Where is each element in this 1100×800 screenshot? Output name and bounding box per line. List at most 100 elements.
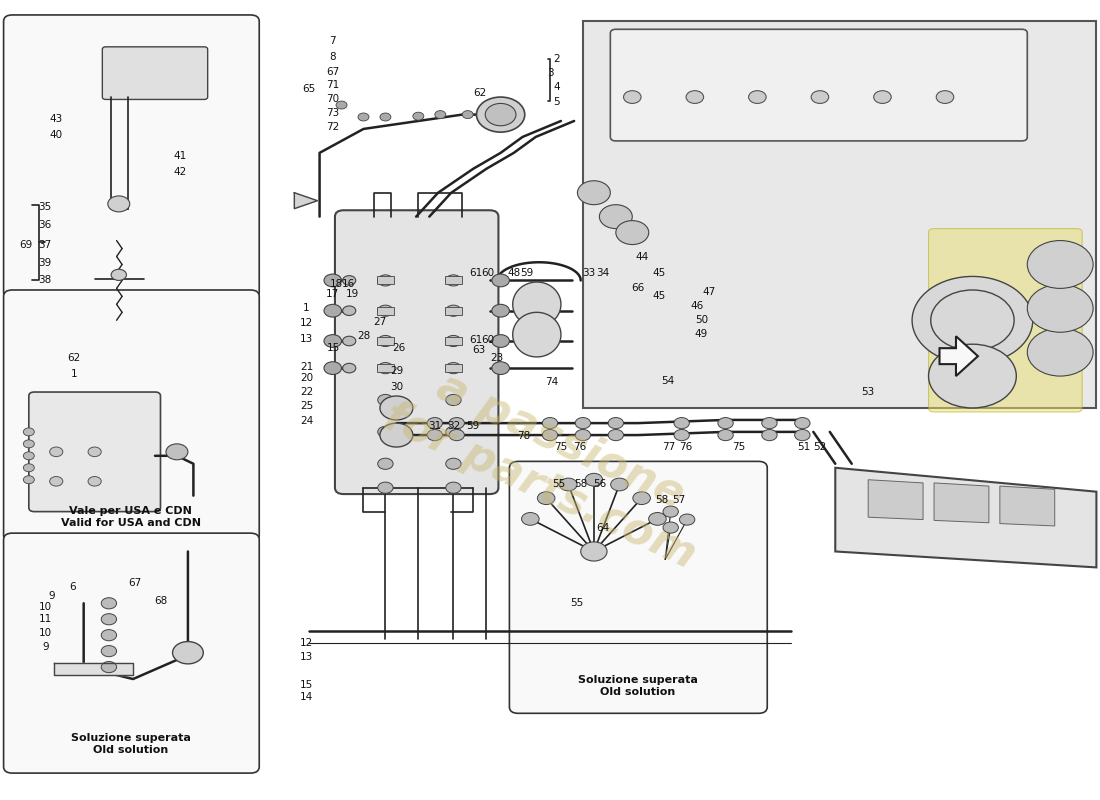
- Circle shape: [608, 430, 624, 441]
- Text: 35: 35: [39, 202, 52, 212]
- Circle shape: [101, 614, 117, 625]
- Text: 15: 15: [300, 680, 313, 690]
- Bar: [444, 364, 462, 372]
- Text: 61: 61: [469, 268, 482, 278]
- Text: 43: 43: [50, 114, 63, 124]
- Circle shape: [324, 274, 341, 286]
- Text: 48: 48: [507, 268, 520, 278]
- Text: 53: 53: [861, 387, 875, 397]
- Text: 70: 70: [327, 94, 339, 105]
- Text: 22: 22: [300, 387, 313, 397]
- Circle shape: [600, 205, 632, 229]
- Text: 40: 40: [50, 130, 63, 140]
- Text: 38: 38: [39, 274, 52, 285]
- Text: 36: 36: [39, 220, 52, 230]
- Text: 60: 60: [481, 268, 494, 278]
- Circle shape: [427, 418, 442, 429]
- Text: 76: 76: [573, 442, 586, 452]
- Text: 6: 6: [69, 582, 76, 592]
- Circle shape: [446, 305, 461, 316]
- Circle shape: [585, 474, 603, 486]
- Text: 55: 55: [570, 598, 583, 608]
- Polygon shape: [934, 483, 989, 522]
- Text: 13: 13: [300, 334, 313, 344]
- Text: 26: 26: [392, 343, 405, 353]
- Text: 51: 51: [796, 442, 810, 452]
- Text: 52: 52: [813, 442, 826, 452]
- Circle shape: [23, 452, 34, 460]
- Circle shape: [23, 440, 34, 448]
- Text: Vale per USA e CDN
Valid for USA and CDN: Vale per USA e CDN Valid for USA and CDN: [60, 506, 201, 527]
- Circle shape: [492, 362, 509, 374]
- Circle shape: [446, 362, 461, 374]
- Circle shape: [873, 90, 891, 103]
- Text: S: S: [998, 26, 1088, 146]
- Polygon shape: [513, 282, 561, 326]
- Circle shape: [632, 492, 650, 505]
- FancyBboxPatch shape: [3, 15, 260, 298]
- Circle shape: [379, 396, 412, 420]
- Text: 10: 10: [39, 602, 52, 612]
- Text: 77: 77: [662, 442, 675, 452]
- Circle shape: [23, 476, 34, 484]
- Text: 71: 71: [326, 80, 340, 90]
- Circle shape: [377, 275, 393, 286]
- Text: 20: 20: [300, 374, 313, 383]
- Text: 27: 27: [373, 317, 386, 327]
- Text: 15: 15: [327, 343, 341, 353]
- Circle shape: [649, 513, 667, 526]
- Circle shape: [811, 90, 828, 103]
- Circle shape: [538, 492, 554, 505]
- Text: 59: 59: [466, 421, 480, 430]
- Circle shape: [50, 447, 63, 457]
- Circle shape: [101, 662, 117, 673]
- Circle shape: [50, 477, 63, 486]
- Circle shape: [23, 428, 34, 436]
- Text: 45: 45: [652, 291, 666, 302]
- Text: 44: 44: [636, 251, 649, 262]
- Bar: [444, 306, 462, 314]
- Polygon shape: [513, 312, 561, 357]
- Text: 7: 7: [329, 36, 337, 46]
- Circle shape: [718, 430, 734, 441]
- Circle shape: [542, 418, 558, 429]
- Circle shape: [324, 304, 341, 317]
- Circle shape: [342, 336, 355, 346]
- Text: 8: 8: [329, 52, 337, 62]
- Circle shape: [560, 478, 578, 491]
- Circle shape: [912, 277, 1033, 364]
- FancyBboxPatch shape: [3, 533, 260, 773]
- Circle shape: [1027, 285, 1093, 332]
- Text: 67: 67: [326, 66, 340, 77]
- Text: 62: 62: [473, 88, 486, 98]
- Circle shape: [663, 506, 679, 517]
- Text: 66: 66: [631, 283, 645, 294]
- Circle shape: [111, 270, 126, 281]
- Circle shape: [377, 426, 393, 438]
- Text: 75: 75: [733, 442, 746, 452]
- FancyBboxPatch shape: [3, 290, 260, 542]
- Text: 9: 9: [48, 591, 55, 601]
- Text: 9: 9: [42, 642, 48, 652]
- Circle shape: [492, 334, 509, 347]
- Text: 17: 17: [326, 289, 340, 299]
- Circle shape: [762, 430, 777, 441]
- Bar: [376, 277, 394, 285]
- Circle shape: [446, 275, 461, 286]
- Circle shape: [1027, 241, 1093, 288]
- Text: 68: 68: [154, 596, 167, 606]
- Circle shape: [377, 362, 393, 374]
- Text: 33: 33: [582, 268, 595, 278]
- Text: 41: 41: [174, 151, 187, 161]
- Circle shape: [101, 630, 117, 641]
- Circle shape: [377, 482, 393, 494]
- Circle shape: [173, 642, 204, 664]
- Text: 65: 65: [302, 84, 316, 94]
- Text: 23: 23: [491, 353, 504, 362]
- Circle shape: [358, 113, 368, 121]
- Circle shape: [101, 598, 117, 609]
- Circle shape: [492, 304, 509, 317]
- Circle shape: [608, 418, 624, 429]
- Circle shape: [449, 430, 464, 441]
- Circle shape: [446, 394, 461, 406]
